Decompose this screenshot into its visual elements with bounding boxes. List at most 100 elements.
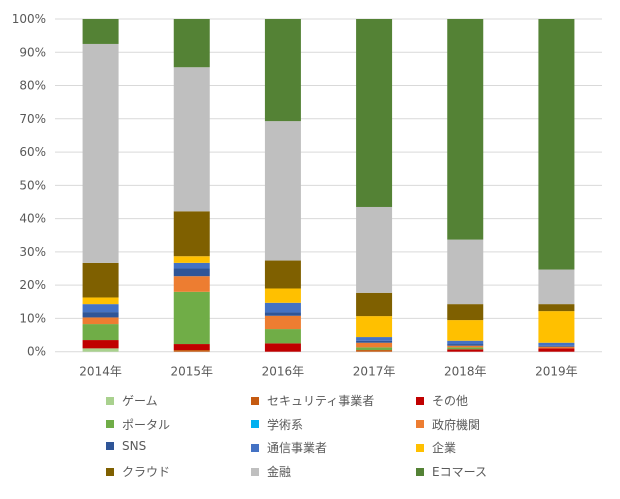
bar-segment-政府機関 bbox=[538, 346, 575, 349]
legend-swatch bbox=[251, 420, 259, 429]
legend-swatch bbox=[251, 396, 259, 405]
x-tick-label: 2017年 bbox=[353, 365, 396, 379]
bar-segment-ポータル bbox=[356, 347, 393, 351]
legend-label: セキュリティ事業者 bbox=[267, 394, 375, 408]
y-tick-label: 90% bbox=[19, 45, 46, 59]
legend-swatch bbox=[106, 467, 114, 476]
bar-segment-SNS bbox=[264, 312, 301, 316]
legend-item: セキュリティ事業者 bbox=[251, 392, 374, 409]
legend-item: ポータル bbox=[106, 416, 170, 433]
y-tick-label: 80% bbox=[19, 79, 46, 93]
legend-item: Eコマース bbox=[416, 463, 487, 480]
bar-segment-その他 bbox=[264, 343, 301, 352]
legend-item: 通信事業者 bbox=[251, 439, 327, 456]
y-tick-label: 60% bbox=[19, 145, 46, 159]
bar-segment-SNS bbox=[447, 344, 484, 346]
bar-segment-企業 bbox=[538, 311, 575, 343]
plot-area: 0% 10% 20% 30% 40% 50% 60% 70% 80% 90% 100% 2014年 20… bbox=[12, 12, 602, 379]
bar-segment-Eコマース bbox=[173, 19, 210, 68]
bar-segment-SNS bbox=[82, 312, 119, 318]
bar-segment-ゲーム bbox=[82, 348, 119, 352]
legend-item: SNS bbox=[106, 439, 146, 453]
bar-segment-企業 bbox=[356, 316, 393, 338]
bar-segment-通信事業者 bbox=[173, 262, 210, 269]
bar-segment-金融 bbox=[264, 121, 301, 261]
bar-segment-通信事業者 bbox=[538, 342, 575, 346]
bar-segment-SNS bbox=[173, 268, 210, 277]
legend-item: 学術系 bbox=[251, 416, 303, 433]
legend-label: SNS bbox=[122, 439, 147, 454]
legend-label: クラウド bbox=[122, 465, 171, 480]
bar-segment-Eコマース bbox=[447, 19, 484, 240]
legend-swatch bbox=[416, 467, 424, 476]
bar-segment-ポータル bbox=[173, 291, 210, 345]
legend-label: 企業 bbox=[432, 441, 457, 456]
bar-segment-政府機関 bbox=[264, 315, 301, 330]
y-tick-label: 30% bbox=[19, 245, 46, 259]
x-tick-label: 2016年 bbox=[262, 365, 305, 379]
bar-segment-セキュリティ事業者 bbox=[356, 350, 393, 352]
legend-item: その他 bbox=[416, 392, 468, 409]
bar-segment-企業 bbox=[447, 320, 484, 341]
bar-segment-Eコマース bbox=[356, 19, 393, 207]
legend-label: その他 bbox=[432, 394, 469, 408]
bar-segment-クラウド bbox=[82, 262, 119, 298]
bar-segment-金融 bbox=[356, 206, 393, 293]
x-tick-label: 2015年 bbox=[170, 365, 213, 379]
bar-segment-政府機関 bbox=[173, 276, 210, 292]
bar-segment-政府機関 bbox=[447, 345, 484, 348]
bar-segment-Eコマース bbox=[538, 19, 575, 270]
bar-segment-政府機関 bbox=[356, 342, 393, 348]
bar-segment-通信事業者 bbox=[356, 337, 393, 341]
legend-label: 学術系 bbox=[267, 417, 304, 432]
legend-label: Eコマース bbox=[432, 465, 487, 480]
bar-segment-企業 bbox=[82, 297, 119, 305]
y-tick-label: 20% bbox=[19, 278, 46, 292]
bar-segment-SNS bbox=[538, 345, 575, 347]
legend-label: ゲーム bbox=[122, 394, 158, 408]
y-tick-label: 40% bbox=[19, 212, 46, 226]
bar-segment-金融 bbox=[173, 67, 210, 212]
y-tick-label: 10% bbox=[19, 311, 46, 325]
x-tick-label: 2019年 bbox=[535, 365, 578, 379]
legend-swatch bbox=[251, 443, 259, 452]
bar-segment-クラウド bbox=[356, 292, 393, 317]
bar-segment-企業 bbox=[264, 288, 301, 303]
bar-segment-金融 bbox=[538, 269, 575, 305]
bar-segment-ポータル bbox=[82, 324, 119, 341]
x-tick-label: 2014年 bbox=[79, 365, 122, 379]
bar-segment-ポータル bbox=[264, 329, 301, 344]
bar-segment-ポータル bbox=[447, 347, 484, 350]
legend-swatch bbox=[106, 396, 114, 405]
legend-label: 金融 bbox=[267, 465, 292, 480]
legend-swatch bbox=[106, 420, 114, 429]
y-tick-label: 100% bbox=[12, 12, 46, 26]
bar-segment-セキュリティ事業者 bbox=[173, 350, 210, 352]
y-tick-label: 70% bbox=[19, 112, 46, 126]
y-tick-label: 50% bbox=[19, 178, 46, 192]
bar-segment-クラウド bbox=[264, 260, 301, 289]
legend-swatch bbox=[416, 443, 424, 452]
legend-label: 政府機関 bbox=[432, 417, 481, 432]
bar-segment-その他 bbox=[173, 344, 210, 351]
legend-item: ゲーム bbox=[106, 392, 158, 409]
bar-segment-クラウド bbox=[173, 211, 210, 257]
bar-segment-企業 bbox=[173, 256, 210, 263]
bar-segment-クラウド bbox=[447, 304, 484, 321]
bar-segment-その他 bbox=[447, 349, 484, 352]
bar-segment-通信事業者 bbox=[447, 340, 484, 345]
bar-segment-通信事業者 bbox=[264, 302, 301, 313]
legend-label: ポータル bbox=[122, 417, 171, 432]
bar-segment-その他 bbox=[82, 340, 119, 349]
y-tick-label: 0% bbox=[27, 345, 46, 359]
bar-segment-金融 bbox=[82, 43, 119, 263]
legend-item: 企業 bbox=[416, 439, 456, 456]
legend-swatch bbox=[106, 442, 114, 451]
bar-segment-その他 bbox=[538, 348, 575, 352]
x-tick-label: 2018年 bbox=[444, 365, 487, 379]
bar-segment-通信事業者 bbox=[82, 304, 119, 313]
legend-swatch bbox=[251, 467, 259, 476]
bar-segment-金融 bbox=[447, 239, 484, 305]
legend-item: 金融 bbox=[251, 463, 291, 480]
